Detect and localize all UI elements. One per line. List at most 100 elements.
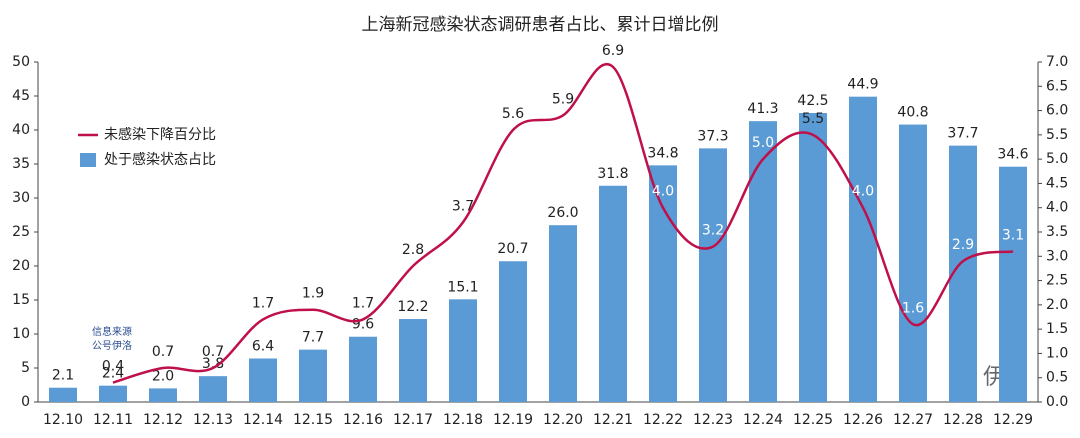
y-tick-label: 5	[21, 360, 30, 376]
line-label: 5.0	[752, 135, 774, 151]
x-tick-label: 12.21	[593, 412, 633, 428]
y-tick-label: 45	[12, 88, 30, 104]
bar	[49, 387, 77, 402]
annotation: 公号伊洛	[92, 339, 132, 352]
annotation: 信息来源	[92, 325, 132, 338]
bar-label: 7.7	[302, 330, 324, 346]
line-label: 2.9	[952, 237, 974, 253]
bar-label: 31.8	[597, 166, 628, 182]
bar-label: 34.8	[647, 145, 678, 161]
x-tick-label: 12.28	[943, 412, 983, 428]
bar	[799, 113, 827, 402]
legend-swatch	[80, 153, 96, 167]
legend-label: 未感染下降百分比	[104, 126, 216, 143]
x-tick-label: 12.23	[693, 412, 733, 428]
bar-label: 37.3	[697, 128, 728, 144]
line-label: 1.6	[902, 300, 924, 316]
x-tick-label: 12.20	[543, 412, 583, 428]
bar	[199, 376, 227, 402]
line-label: 3.1	[1002, 227, 1024, 243]
bar	[249, 358, 277, 402]
y-tick-label: 35	[12, 156, 30, 172]
bar-label: 41.3	[747, 101, 778, 117]
legend-label: 处于感染状态占比	[104, 151, 216, 168]
x-tick-label: 12.25	[793, 412, 833, 428]
x-tick-label: 12.14	[243, 412, 283, 428]
bar-label: 6.4	[252, 338, 274, 354]
bar-label: 26.0	[547, 205, 578, 221]
bar-label: 12.2	[397, 299, 428, 315]
y-tick-label: 30	[12, 190, 30, 206]
y2-tick-label: 5.5	[1046, 127, 1068, 143]
y2-tick-label: 2.0	[1046, 297, 1068, 313]
bar	[399, 319, 427, 402]
x-tick-label: 12.26	[843, 412, 883, 428]
bar-label: 2.1	[52, 368, 74, 384]
bar-label: 3.8	[202, 356, 224, 372]
x-tick-label: 12.13	[193, 412, 233, 428]
y-tick-label: 10	[12, 326, 30, 342]
line-label: 0.4	[102, 359, 124, 375]
line-label: 5.5	[802, 111, 824, 127]
x-tick-label: 12.16	[343, 412, 383, 428]
line-label: 3.7	[452, 198, 474, 214]
bar	[349, 336, 377, 402]
line-label: 4.0	[652, 184, 674, 200]
bar	[599, 185, 627, 402]
bar	[549, 225, 577, 402]
y2-tick-label: 0.0	[1046, 394, 1068, 410]
y-tick-label: 20	[12, 258, 30, 274]
y2-tick-label: 4.0	[1046, 200, 1068, 216]
y2-tick-label: 6.5	[1046, 78, 1068, 94]
y-tick-label: 25	[12, 224, 30, 240]
x-tick-label: 12.27	[893, 412, 933, 428]
line-label: 1.7	[352, 295, 374, 311]
x-tick-label: 12.24	[743, 412, 783, 428]
x-tick-label: 12.17	[393, 412, 433, 428]
bar	[299, 349, 327, 402]
bar-label: 44.9	[847, 77, 878, 93]
y2-tick-label: 0.5	[1046, 370, 1068, 386]
x-tick-label: 12.12	[143, 412, 183, 428]
x-tick-label: 12.15	[293, 412, 333, 428]
y-tick-label: 15	[12, 292, 30, 308]
bar	[849, 96, 877, 403]
bar-label: 20.7	[497, 241, 528, 257]
y-tick-label: 0	[21, 394, 30, 410]
bar	[999, 166, 1027, 402]
y2-tick-label: 1.5	[1046, 321, 1068, 337]
bar-label: 34.6	[997, 147, 1028, 163]
line-label: 0.7	[152, 344, 174, 360]
bar	[499, 261, 527, 402]
y-tick-label: 50	[12, 54, 30, 70]
line-label: 5.9	[552, 91, 574, 107]
y2-tick-label: 2.5	[1046, 273, 1068, 289]
line-label: 6.9	[602, 43, 624, 59]
x-tick-label: 12.11	[93, 412, 133, 428]
bar-label: 15.1	[447, 279, 478, 295]
bar	[899, 124, 927, 402]
line-label: 5.6	[502, 106, 524, 122]
y2-tick-label: 6.0	[1046, 103, 1068, 119]
bar	[449, 299, 477, 402]
y2-tick-label: 3.5	[1046, 224, 1068, 240]
bar-label: 2.4	[102, 366, 124, 382]
line-label: 1.7	[252, 295, 274, 311]
y2-tick-label: 4.5	[1046, 175, 1068, 191]
line-label: 1.9	[302, 286, 324, 302]
bar	[749, 121, 777, 402]
y2-tick-label: 1.0	[1046, 345, 1068, 361]
line-label: 0.7	[202, 344, 224, 360]
line-label: 2.8	[402, 242, 424, 258]
x-tick-label: 12.22	[643, 412, 683, 428]
bar	[699, 148, 727, 402]
y-tick-label: 40	[12, 122, 30, 138]
line-label: 3.2	[702, 223, 724, 239]
x-tick-label: 12.29	[993, 412, 1033, 428]
line	[112, 62, 1014, 384]
bar-label: 40.8	[897, 105, 928, 121]
bar	[149, 388, 177, 402]
bar-label: 42.5	[797, 93, 828, 109]
chart-title: 上海新冠感染状态调研患者占比、累计日增比例	[362, 15, 719, 35]
